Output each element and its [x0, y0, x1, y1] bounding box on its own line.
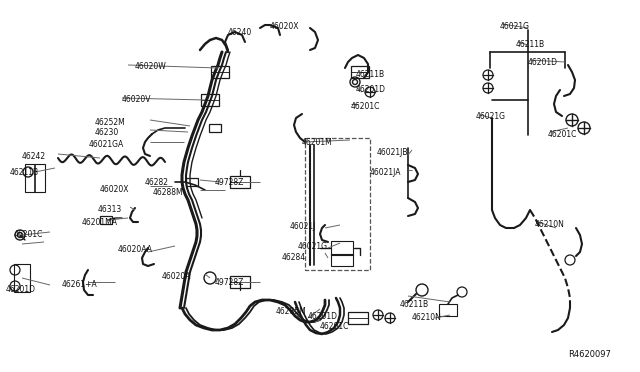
Text: 46201C: 46201C	[14, 230, 44, 239]
Text: 46020X: 46020X	[100, 185, 129, 194]
Text: 46201D: 46201D	[356, 85, 386, 94]
Bar	[331, 241, 353, 255]
Text: R4620097: R4620097	[568, 350, 611, 359]
Text: 46201MA: 46201MA	[82, 218, 118, 227]
Text: 49728Z: 49728Z	[215, 178, 244, 187]
Bar	[100, 216, 112, 224]
Text: 46210N: 46210N	[535, 220, 565, 229]
Text: 46242: 46242	[22, 152, 46, 161]
Text: 46201D: 46201D	[6, 285, 36, 294]
Bar	[186, 178, 198, 186]
Text: 46201C: 46201C	[548, 130, 577, 139]
Text: 46252M: 46252M	[95, 118, 125, 127]
Text: 46021G: 46021G	[298, 242, 328, 251]
Text: 46021JB: 46021JB	[377, 148, 408, 157]
Bar	[25, 164, 45, 192]
Text: 46201C: 46201C	[320, 322, 349, 331]
Bar	[209, 124, 221, 132]
Text: 46201M: 46201M	[302, 138, 333, 147]
Text: 46211B: 46211B	[356, 70, 385, 79]
Text: 46021G: 46021G	[500, 22, 530, 31]
Text: 46021JA: 46021JA	[370, 168, 401, 177]
Text: 46021J: 46021J	[290, 222, 316, 231]
Text: 46021G: 46021G	[476, 112, 506, 121]
Text: 46201D: 46201D	[528, 58, 558, 67]
Text: 46020AA: 46020AA	[118, 245, 153, 254]
Bar	[230, 276, 250, 288]
Bar	[201, 94, 219, 106]
Bar	[211, 66, 229, 78]
Text: 46284: 46284	[282, 253, 306, 262]
Text: 46211B: 46211B	[516, 40, 545, 49]
Text: 49728Z: 49728Z	[215, 278, 244, 287]
Text: 46230: 46230	[95, 128, 119, 137]
Text: 46282: 46282	[145, 178, 169, 187]
Bar	[14, 264, 30, 292]
Text: 46313: 46313	[98, 205, 122, 214]
Text: 46020V: 46020V	[122, 95, 152, 104]
Bar	[230, 176, 250, 188]
Text: 46201C: 46201C	[351, 102, 380, 111]
Bar	[439, 304, 457, 316]
Text: 46021GA: 46021GA	[89, 140, 124, 149]
Text: 46020A: 46020A	[162, 272, 191, 281]
Text: 46288M: 46288M	[153, 188, 184, 197]
Text: 46201D: 46201D	[308, 312, 338, 321]
Text: 46020X: 46020X	[270, 22, 300, 31]
Text: 46211B: 46211B	[10, 168, 39, 177]
Bar	[348, 312, 368, 324]
Bar	[351, 66, 369, 78]
Text: 46210N: 46210N	[412, 313, 442, 322]
Text: 46240: 46240	[228, 28, 252, 37]
Text: 46211B: 46211B	[400, 300, 429, 309]
Text: 46285M: 46285M	[276, 307, 307, 316]
Text: 46020W: 46020W	[135, 62, 167, 71]
Bar	[331, 254, 353, 266]
Text: 46261+A: 46261+A	[62, 280, 98, 289]
